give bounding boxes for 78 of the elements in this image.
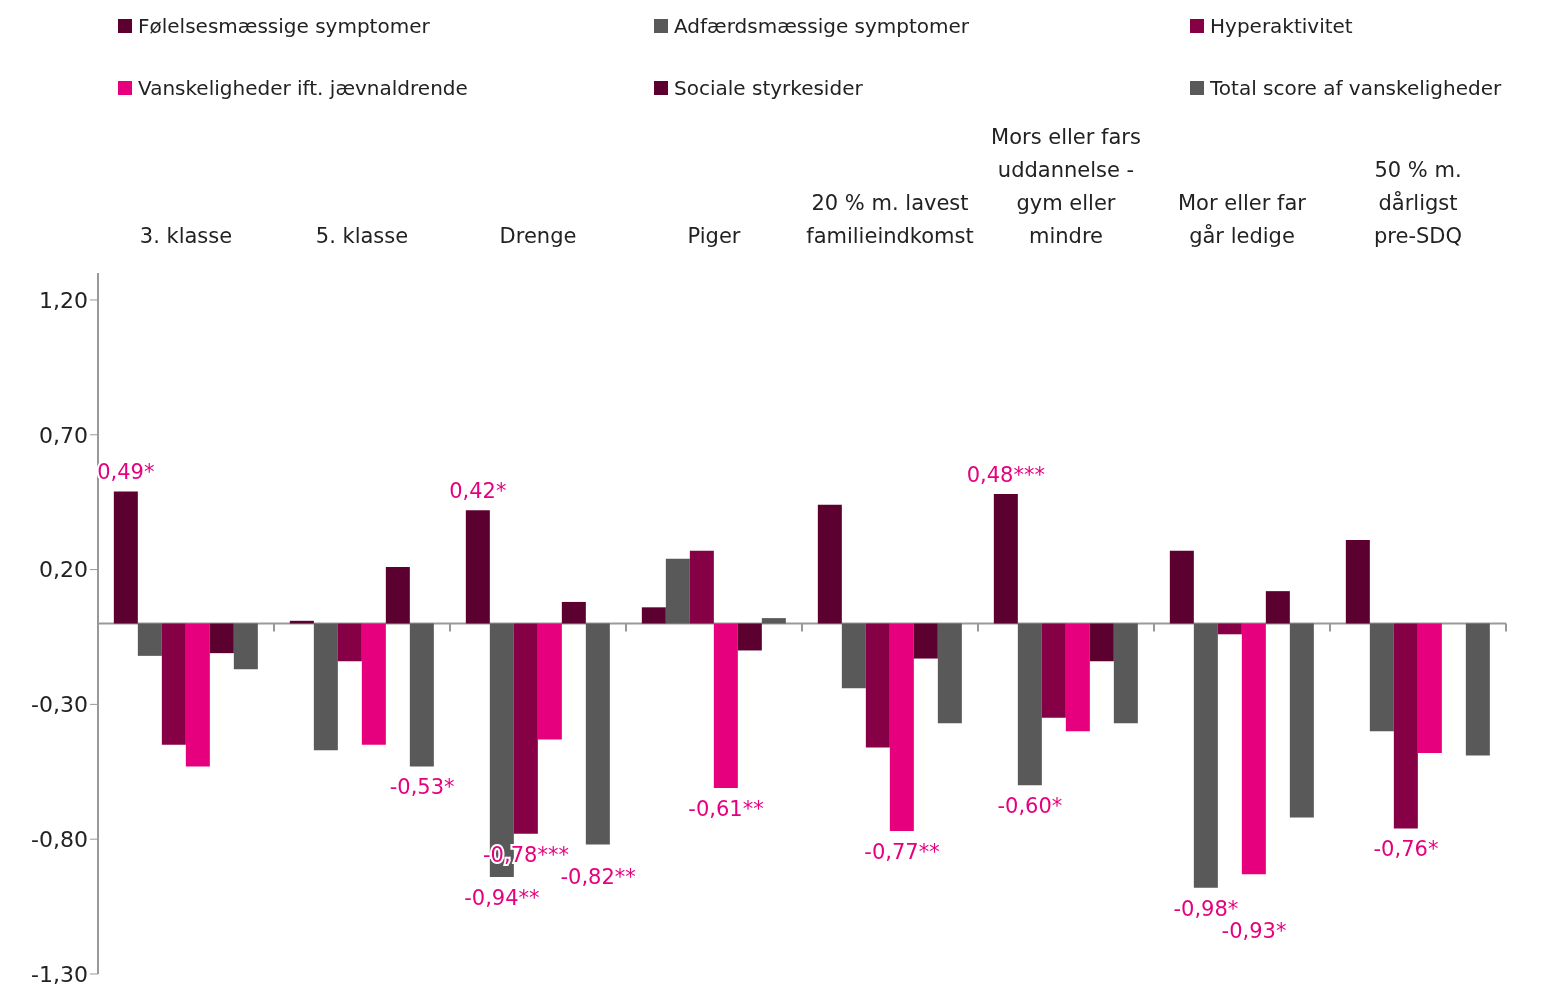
bar: [385, 566, 410, 624]
y-tick-label: -0,80: [31, 827, 88, 852]
data-label: -0,76*: [1373, 837, 1439, 862]
y-tick-label: -1,30: [31, 961, 88, 987]
bar: [1065, 623, 1090, 732]
x-tick-label: Piger: [687, 224, 741, 248]
bar: [1345, 539, 1370, 624]
y-tick-label: -0,30: [31, 692, 88, 718]
data-label: -0,94**: [464, 885, 540, 910]
legend-label: Hyperaktivitet: [1210, 14, 1353, 38]
bar: [113, 491, 138, 624]
data-label: -0,53*: [389, 775, 455, 800]
bar: [1465, 623, 1490, 756]
y-tick-label: 0,70: [39, 422, 88, 448]
bar: [337, 623, 362, 662]
legend-label: Sociale styrkesider: [674, 76, 863, 100]
bar: [1217, 623, 1242, 635]
bar: [537, 623, 562, 740]
data-label: -0,82**: [560, 864, 636, 889]
y-tick-label: 0,20: [39, 557, 88, 583]
bar: [641, 607, 666, 624]
legend-label: Følelsesmæssige symptomer: [138, 14, 430, 38]
bar: [209, 623, 234, 654]
bar: [585, 623, 610, 845]
bar: [1241, 623, 1266, 875]
bar: [1193, 623, 1218, 888]
data-label: 0,48***: [966, 463, 1045, 488]
x-tick-label: 20 % m. lavest familieindkomst: [806, 191, 974, 248]
bar: [761, 618, 786, 624]
bar: [233, 623, 258, 670]
bar: [1041, 623, 1066, 718]
bar: [161, 623, 186, 745]
x-tick-label: Drenge: [499, 224, 577, 248]
bar: [1393, 623, 1418, 829]
x-tick-label: Mor eller far går ledige: [1178, 191, 1307, 248]
bar: [1369, 623, 1394, 732]
bar: [313, 623, 338, 751]
bar: [889, 623, 914, 832]
x-tick-label: Mors eller fars uddannelse - gym eller mindre: [991, 125, 1141, 248]
bar: [1169, 550, 1194, 624]
bar: [1113, 623, 1138, 724]
bar: [913, 623, 938, 659]
bar: [289, 620, 314, 624]
data-label: -0,98*: [1173, 896, 1239, 921]
bar: [1265, 591, 1290, 624]
bar: [665, 558, 690, 624]
bar: [1417, 623, 1442, 753]
y-tick-label: 1,20: [39, 287, 88, 313]
bar: [561, 601, 586, 624]
legend-label: Vanskeligheder ift. jævnaldrende: [138, 76, 468, 100]
bar: [713, 623, 738, 788]
data-label: -0,60*: [997, 794, 1063, 819]
legend-label: Total score af vanskeligheder: [1210, 76, 1502, 100]
data-label: -0,61**: [688, 796, 764, 821]
bar: [513, 623, 538, 834]
x-tick-label: 3. klasse: [139, 224, 233, 248]
data-label: -0,77**: [864, 840, 940, 865]
bar: [1017, 623, 1042, 786]
bar: [737, 623, 762, 651]
bar: [1089, 623, 1114, 662]
bar: [841, 623, 866, 689]
bar: [465, 510, 490, 624]
bar: [1289, 623, 1314, 818]
bar: [689, 550, 714, 624]
bar: [137, 623, 162, 656]
bar: [361, 623, 386, 745]
legend-label: Adfærdsmæssige symptomer: [674, 14, 970, 38]
x-tick-label: 50 % m. dårligst pre-SDQ: [1373, 158, 1463, 248]
bar: [865, 623, 890, 748]
data-label: -0,93*: [1221, 918, 1287, 943]
bar: [993, 494, 1018, 624]
data-label: 0,42*: [449, 479, 507, 504]
x-tick-label: 5. klasse: [315, 224, 409, 248]
bar: [817, 504, 842, 624]
bar: [409, 623, 434, 767]
bar: [185, 623, 210, 767]
bar: [937, 623, 962, 724]
data-label: 0,49*: [97, 460, 155, 485]
